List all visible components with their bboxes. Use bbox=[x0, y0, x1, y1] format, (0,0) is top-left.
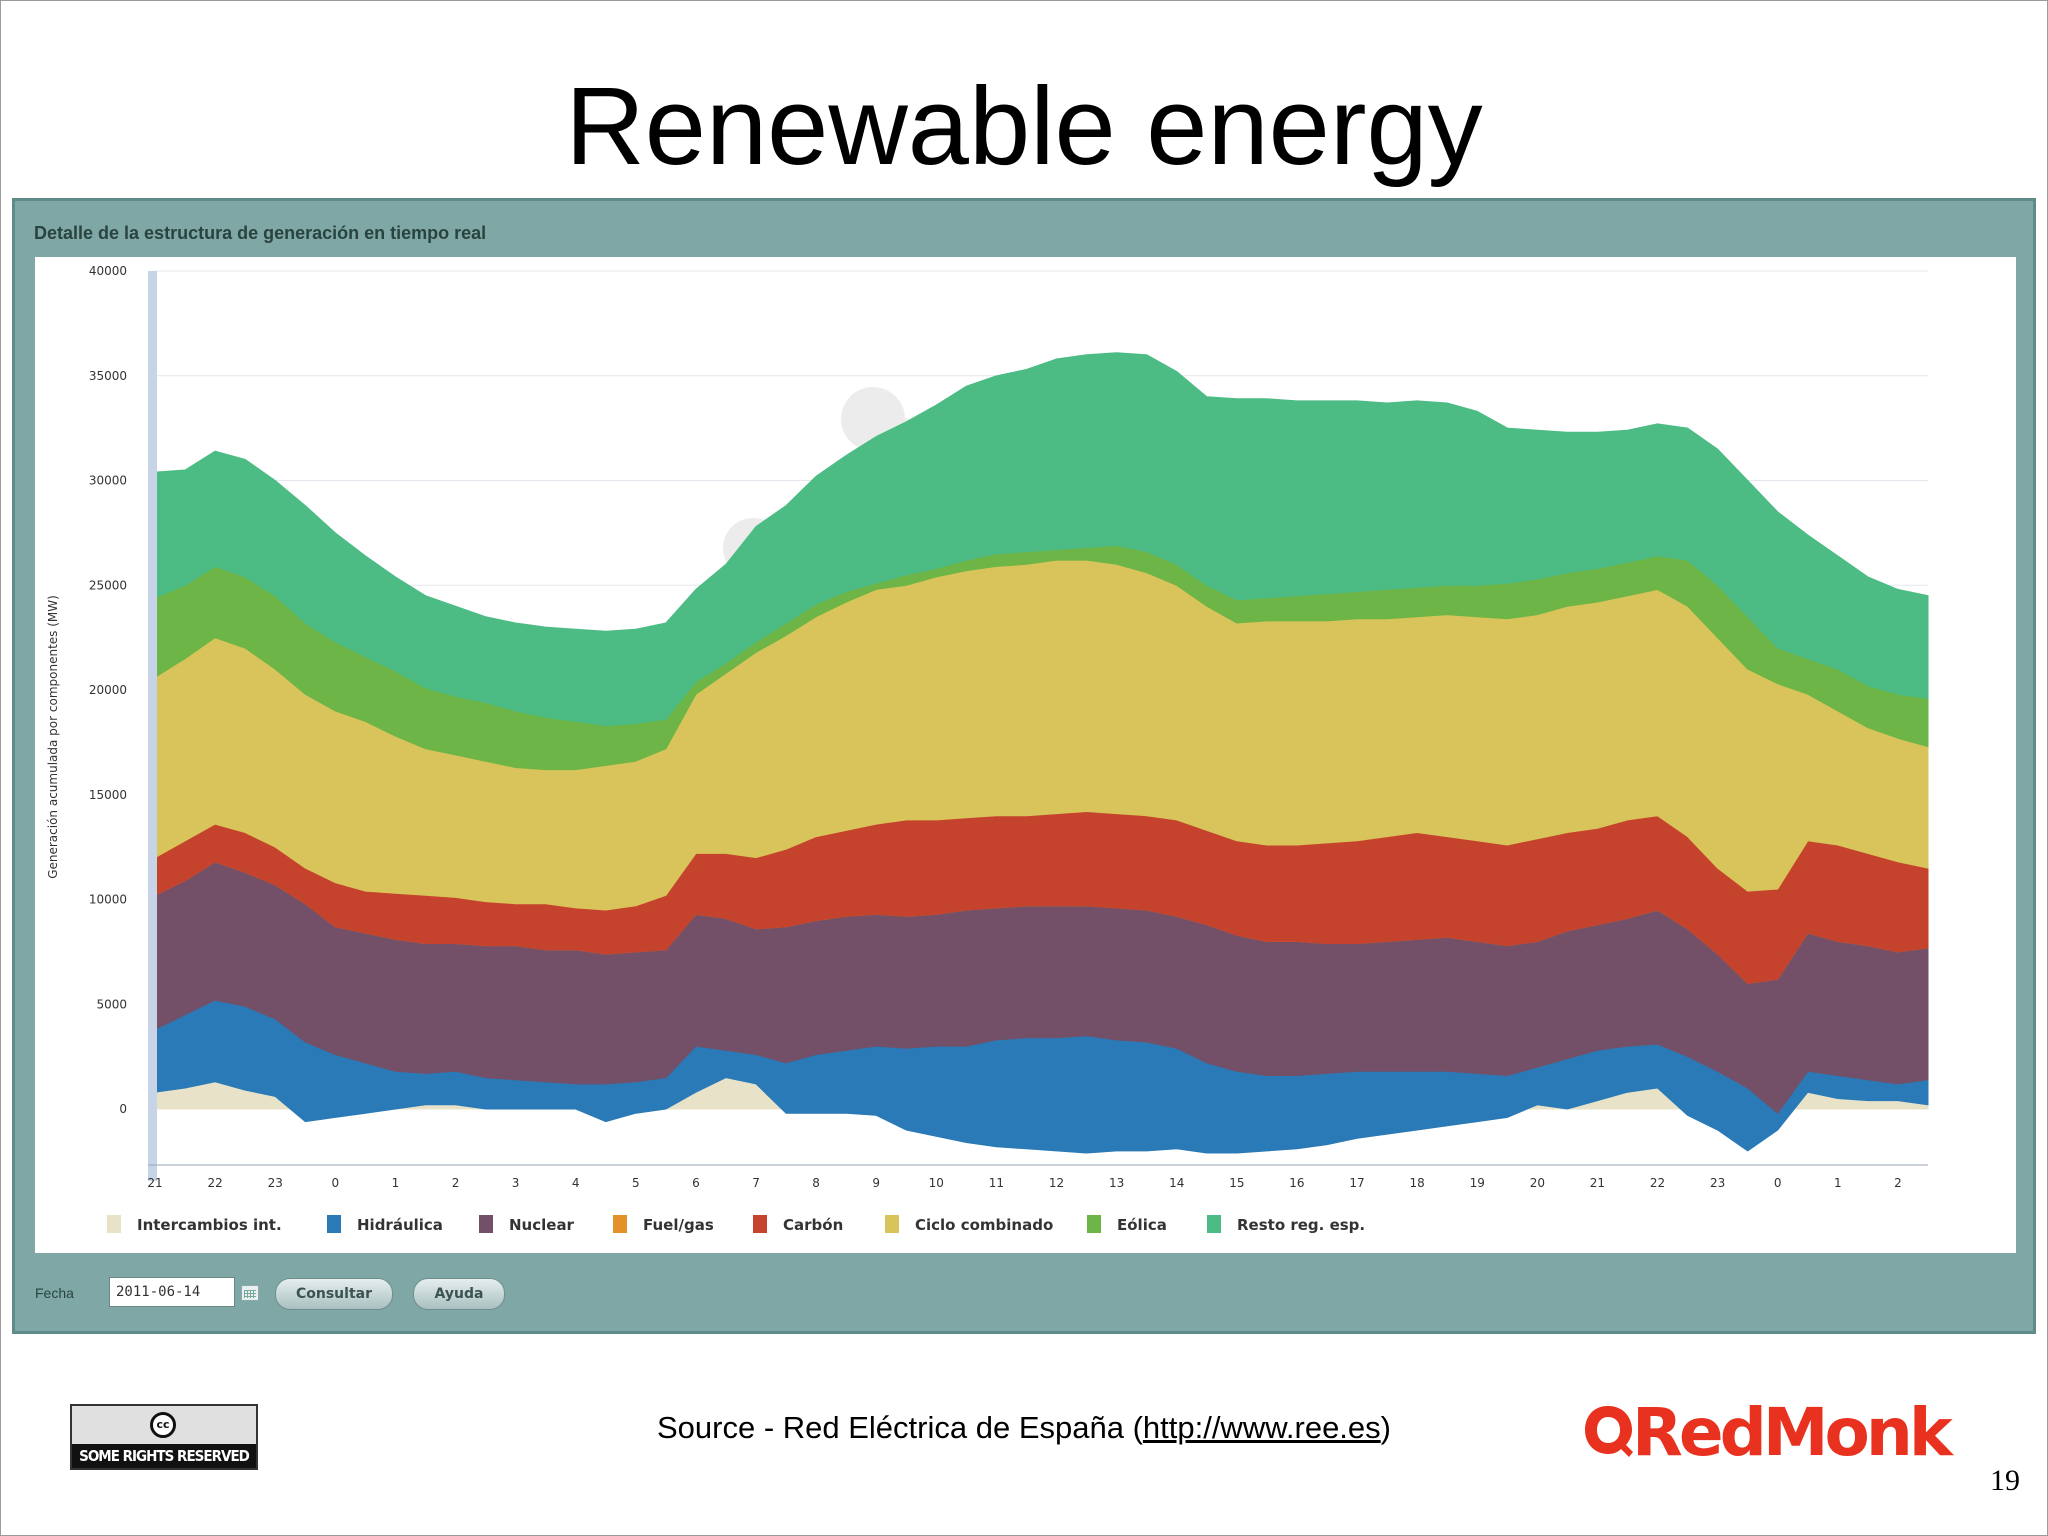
panel-title: Detalle de la estructura de generación e… bbox=[34, 223, 487, 243]
area-resto-reg-esp bbox=[154, 352, 1929, 727]
y-tick-label: 15000 bbox=[89, 788, 127, 802]
y-tick-label: 0 bbox=[119, 1102, 127, 1116]
y-tick-label: 5000 bbox=[96, 997, 127, 1011]
x-tick-label: 18 bbox=[1409, 1176, 1424, 1190]
x-tick-label: 23 bbox=[1710, 1176, 1725, 1190]
redmonk-logo-icon bbox=[1585, 1406, 1633, 1457]
redmonk-logo-text: RedMonk bbox=[1632, 1394, 1953, 1471]
legend-swatch bbox=[107, 1215, 121, 1233]
x-tick-label: 3 bbox=[512, 1176, 520, 1190]
x-tick-label: 6 bbox=[692, 1176, 700, 1190]
legend-label: Resto reg. esp. bbox=[1237, 1216, 1365, 1234]
x-tick-label: 0 bbox=[331, 1176, 339, 1190]
y-tick-label: 40000 bbox=[89, 264, 127, 278]
y-tick-label: 30000 bbox=[89, 474, 127, 488]
x-tick-label: 15 bbox=[1229, 1176, 1244, 1190]
x-tick-label: 22 bbox=[1650, 1176, 1665, 1190]
y-axis-label: Generación acumulada por componentes (MW… bbox=[46, 595, 60, 879]
y-axis-bar bbox=[148, 271, 157, 1181]
legend-swatch bbox=[327, 1215, 341, 1233]
x-tick-label: 8 bbox=[812, 1176, 820, 1190]
cc-icon bbox=[150, 1412, 176, 1438]
source-prefix: Source - Red Eléctrica de España ( bbox=[656, 1410, 1143, 1445]
consultar-button[interactable]: Consultar bbox=[275, 1278, 393, 1310]
x-tick-label: 11 bbox=[989, 1176, 1004, 1190]
y-tick-label: 20000 bbox=[89, 683, 127, 697]
legend-label: Nuclear bbox=[509, 1216, 575, 1234]
legend-label: Eólica bbox=[1117, 1216, 1167, 1234]
x-tick-label: 22 bbox=[207, 1176, 222, 1190]
x-tick-label: 17 bbox=[1349, 1176, 1364, 1190]
x-tick-label: 2 bbox=[452, 1176, 460, 1190]
legend-swatch bbox=[479, 1215, 493, 1233]
x-tick-label: 1 bbox=[1834, 1176, 1842, 1190]
cc-badge-text: SOME RIGHTS RESERVED bbox=[72, 1444, 256, 1468]
y-tick-label: 10000 bbox=[89, 893, 127, 907]
x-tick-label: 16 bbox=[1289, 1176, 1304, 1190]
legend-swatch bbox=[885, 1215, 899, 1233]
y-tick-label: 35000 bbox=[89, 369, 127, 383]
x-tick-label: 0 bbox=[1774, 1176, 1782, 1190]
x-tick-labels: 21 22 23 0 1 2 3 4 5 6 7 8 9 10 11 12 13 14 15 16 17 18 19 20 21… bbox=[147, 1176, 1901, 1190]
legend-label: Hidráulica bbox=[357, 1216, 443, 1234]
stacked-areas bbox=[154, 352, 1929, 1154]
query-controls: Fecha Consultar Ayuda bbox=[15, 1273, 2033, 1317]
cc-license-badge[interactable]: SOME RIGHTS RESERVED bbox=[70, 1404, 258, 1470]
date-input[interactable] bbox=[109, 1277, 235, 1307]
y-tick-labels: 0 5000 10000 15000 20000 25000 30000 35000 40000 bbox=[89, 264, 127, 1116]
ayuda-button[interactable]: Ayuda bbox=[413, 1278, 505, 1310]
legend-item[interactable]: Fuel/gas bbox=[613, 1215, 714, 1234]
slide-title: Renewable energy bbox=[565, 65, 1483, 188]
fecha-label: Fecha bbox=[35, 1285, 74, 1301]
legend-item[interactable]: Resto reg. esp. bbox=[1207, 1215, 1365, 1234]
legend-item[interactable]: Eólica bbox=[1087, 1215, 1167, 1234]
legend-item[interactable]: Nuclear bbox=[479, 1215, 575, 1234]
x-tick-label: 9 bbox=[872, 1176, 880, 1190]
x-tick-label: 1 bbox=[392, 1176, 400, 1190]
x-tick-label: 10 bbox=[929, 1176, 944, 1190]
legend-swatch bbox=[1207, 1215, 1221, 1233]
chart-area: 0 5000 10000 15000 20000 25000 30000 35000 40000… bbox=[35, 257, 2016, 1253]
x-tick-label: 21 bbox=[147, 1176, 162, 1190]
x-tick-label: 13 bbox=[1109, 1176, 1124, 1190]
chart-panel: Detalle de la estructura de generación e… bbox=[12, 198, 2036, 1334]
y-tick-label: 25000 bbox=[89, 578, 127, 592]
source-link[interactable]: http://www.ree.es bbox=[1142, 1410, 1381, 1445]
x-tick-label: 7 bbox=[752, 1176, 760, 1190]
calendar-icon[interactable] bbox=[241, 1285, 259, 1301]
legend-item[interactable]: Hidráulica bbox=[327, 1215, 443, 1234]
legend-label: Carbón bbox=[783, 1216, 843, 1234]
page-number: 19 bbox=[1990, 1464, 2020, 1497]
source-note: Source - Red Eléctrica de España (http:/… bbox=[0, 1410, 2048, 1446]
x-tick-label: 5 bbox=[632, 1176, 640, 1190]
x-tick-label: 20 bbox=[1530, 1176, 1545, 1190]
legend-label: Intercambios int. bbox=[137, 1216, 282, 1234]
x-tick-label: 4 bbox=[572, 1176, 580, 1190]
legend-item[interactable]: Ciclo combinado bbox=[885, 1215, 1053, 1234]
legend-item[interactable]: Intercambios int. bbox=[107, 1215, 282, 1234]
x-tick-label: 21 bbox=[1590, 1176, 1605, 1190]
legend-swatch bbox=[1087, 1215, 1101, 1233]
x-tick-label: 2 bbox=[1894, 1176, 1902, 1190]
source-suffix: ) bbox=[1380, 1410, 1391, 1445]
x-tick-label: 19 bbox=[1470, 1176, 1485, 1190]
x-tick-label: 23 bbox=[268, 1176, 283, 1190]
legend-label: Fuel/gas bbox=[643, 1216, 714, 1234]
x-tick-label: 12 bbox=[1049, 1176, 1064, 1190]
generation-chart: 0 5000 10000 15000 20000 25000 30000 35000 40000… bbox=[46, 264, 1929, 1234]
legend-label: Ciclo combinado bbox=[915, 1216, 1053, 1234]
legend: Intercambios int. Hidráulica Nuclear Fuel/g… bbox=[107, 1215, 1365, 1234]
x-tick-label: 14 bbox=[1169, 1176, 1184, 1190]
legend-swatch bbox=[753, 1215, 767, 1233]
legend-swatch bbox=[613, 1215, 627, 1233]
legend-item[interactable]: Carbón bbox=[753, 1215, 843, 1234]
